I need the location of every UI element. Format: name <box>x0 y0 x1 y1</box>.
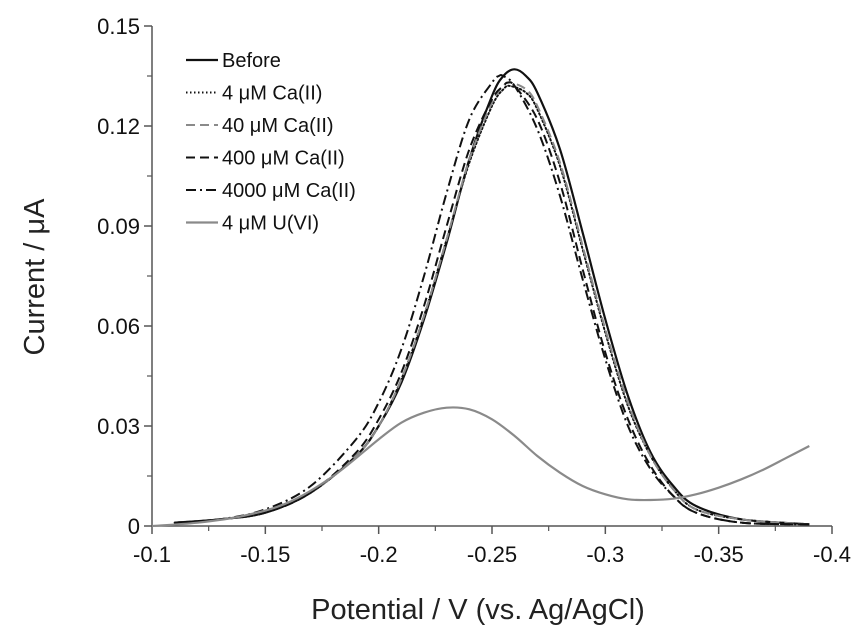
y-tick-label: 0 <box>128 514 140 539</box>
x-tick-label: -0.1 <box>133 542 171 567</box>
legend-label-6: 4 μM U(VI) <box>222 213 319 235</box>
x-tick-label: -0.35 <box>694 542 744 567</box>
y-tick-label: 0.06 <box>97 314 140 339</box>
legend-label-3: 40 μM Ca(II) <box>222 115 334 137</box>
x-tick-label: -0.25 <box>467 542 517 567</box>
x-tick-label: -0.2 <box>360 542 398 567</box>
x-tick-label: -0.3 <box>586 542 624 567</box>
series-lines <box>151 68 811 528</box>
legend-label-1: Before <box>222 50 281 72</box>
axes: 0 0.03 0.06 0.09 0.12 0.15 -0.1 -0.15 -0.2 -0.25 -… <box>97 14 851 567</box>
y-tick-label: 0.15 <box>97 14 140 39</box>
series-line-1 <box>174 68 810 526</box>
legend-label-5: 4000 μM Ca(II) <box>222 180 356 202</box>
y-tick-label: 0.09 <box>97 214 140 239</box>
y-axis-title: Current / μA <box>19 198 51 356</box>
series-line-4 <box>174 81 810 526</box>
x-tick-label: -0.15 <box>240 542 290 567</box>
y-tick-label: 0.03 <box>97 414 140 439</box>
y-tick-label: 0.12 <box>97 114 140 139</box>
series-line-6 <box>151 406 810 528</box>
legend: Before 4 μM Ca(II) 40 μM Ca(II) 400 μM Ca(I… <box>186 50 356 235</box>
series-line-5 <box>174 73 810 526</box>
legend-label-4: 400 μM Ca(II) <box>222 148 345 170</box>
x-axis-title: Potential / V (vs. Ag/AgCl) <box>311 594 645 626</box>
legend-label-2: 4 μM Ca(II) <box>222 83 322 105</box>
x-tick-label: -0.4 <box>813 542 851 567</box>
